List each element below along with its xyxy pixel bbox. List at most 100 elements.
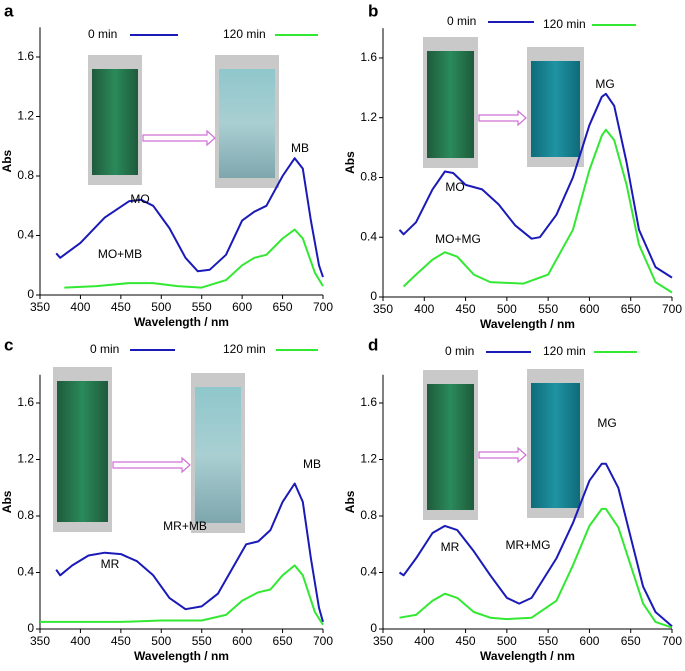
cuvette-liquid [57,381,108,522]
panel-label: c [4,335,13,354]
arrow [478,446,527,464]
y-tick-label: 0.4 [17,228,34,242]
x-tick-label: 700 [313,300,333,314]
cuvette-liquid [195,387,241,523]
y-tick-label: 1.2 [360,110,377,124]
x-tick-label: 550 [192,300,212,314]
y-tick-label: 0.8 [17,168,34,182]
legend-label: 120 min [543,344,586,358]
y-tick-label: 1.6 [17,49,34,63]
x-tick-label: 550 [538,302,558,316]
x-tick-label: 350 [373,302,393,316]
cuvette-liquid [427,384,474,510]
y-tick-label: 1.6 [17,395,34,409]
x-tick-label: 600 [579,634,599,648]
x-tick-label: 700 [662,302,682,316]
x-tick-label: 650 [621,302,641,316]
y-tick-label: 1.6 [360,395,377,409]
x-tick-label: 550 [192,634,212,648]
spectrum-line [55,482,324,623]
cuvette-liquid [427,51,474,158]
x-tick-label: 600 [232,634,252,648]
cuvette-liquid [92,69,138,175]
x-tick-label: 500 [151,634,171,648]
panel-label: a [4,1,14,20]
x-tick-label: 450 [456,302,476,316]
annotation: MB [291,141,309,155]
x-tick-label: 350 [30,300,50,314]
y-axis-label: Abs [343,151,357,174]
arrow [478,109,527,127]
y-tick-label: 1.2 [17,452,34,466]
annotation: MR [441,540,460,554]
y-tick-label: 0 [370,621,377,635]
annotation: MR [101,557,120,571]
spectrum-line [398,92,673,279]
x-tick-label: 400 [414,302,434,316]
spectrum-line [40,564,324,626]
arrow [142,129,216,147]
spectrum-line [402,128,673,294]
y-tick-label: 0.4 [360,565,377,579]
legend-label: 0 min [447,14,476,28]
legend-label: 0 min [88,27,117,41]
y-tick-label: 1.6 [360,50,377,64]
x-tick-label: 450 [111,300,131,314]
x-tick-label: 500 [151,300,171,314]
y-tick-label: 0 [27,287,34,301]
x-axis-label: Wavelength / nm [134,315,229,329]
x-tick-label: 400 [414,634,434,648]
x-tick-label: 350 [30,634,50,648]
annotation: MR+MG [506,538,551,552]
y-axis-label: Abs [0,149,14,172]
y-tick-label: 0.4 [360,229,377,243]
y-axis-label: Abs [343,490,357,513]
x-tick-label: 400 [70,300,90,314]
arrow [112,456,191,474]
legend-label: 120 min [543,17,586,31]
y-tick-label: 0.8 [360,508,377,522]
y-tick-label: 0 [27,621,34,635]
y-tick-label: 1.2 [17,109,34,123]
x-tick-label: 450 [111,634,131,648]
x-tick-label: 500 [497,634,517,648]
y-tick-label: 0.4 [17,565,34,579]
legend-label: 0 min [90,342,119,356]
y-tick-label: 0 [370,289,377,303]
annotation: MO [445,180,464,194]
y-axis-label: Abs [0,490,14,513]
annotation: MO+MB [98,247,142,261]
x-tick-label: 500 [497,302,517,316]
x-tick-label: 600 [579,302,599,316]
annotation: MO [130,192,149,206]
annotation: MB [303,457,321,471]
annotation: MR+MB [163,519,207,533]
x-tick-label: 650 [621,634,641,648]
cuvette-liquid [531,61,580,157]
spectrum-line [64,228,324,289]
spectrum-line [398,462,673,627]
x-tick-label: 450 [456,634,476,648]
y-tick-label: 0.8 [17,508,34,522]
x-tick-label: 550 [538,634,558,648]
spectrum-line [55,157,324,278]
x-tick-label: 700 [313,634,333,648]
x-axis-label: Wavelength / nm [480,649,575,663]
panel-label: b [368,1,378,20]
annotation: MO+MG [435,232,481,246]
annotation: MG [597,416,616,430]
panel-label: d [368,335,378,354]
annotation: MG [595,77,614,91]
x-tick-label: 650 [273,634,293,648]
cuvette-liquid [219,69,275,178]
x-tick-label: 400 [70,634,90,648]
x-axis-label: Wavelength / nm [480,317,575,331]
legend-label: 0 min [445,344,474,358]
y-tick-label: 1.2 [360,452,377,466]
y-tick-label: 0.8 [360,170,377,184]
x-tick-label: 700 [662,634,682,648]
legend-label: 120 min [223,27,266,41]
x-tick-label: 600 [232,300,252,314]
legend-label: 120 min [223,342,266,356]
